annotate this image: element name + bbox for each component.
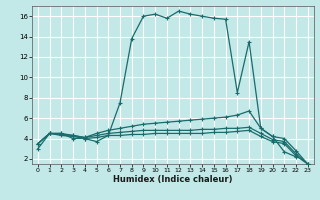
X-axis label: Humidex (Indice chaleur): Humidex (Indice chaleur)	[113, 175, 233, 184]
